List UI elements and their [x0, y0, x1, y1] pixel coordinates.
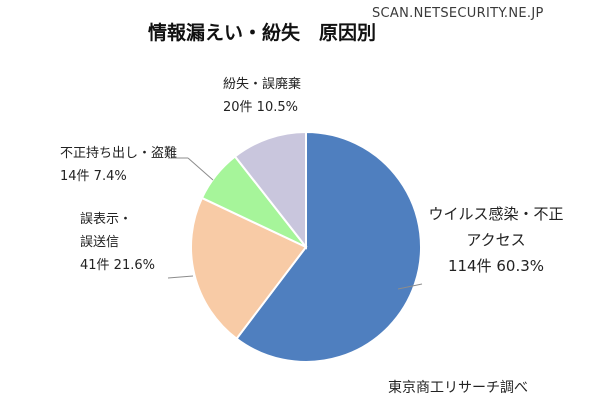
chart-title: 情報漏えい・紛失 原因別 [148, 22, 377, 44]
source-note: 東京商工リサーチ調べ [388, 380, 528, 396]
label-loss-count: 20件 10.5% [223, 100, 298, 115]
leader-line-misdelivery [167, 275, 194, 279]
label-misdelivery-count: 41件 21.6% [80, 258, 155, 273]
slice-loss-disposal [233, 130, 307, 250]
leader-line-virus [397, 283, 423, 290]
label-virus: ウイルス感染・不正 アクセス 114件 60.3% [426, 201, 566, 279]
label-misdelivery-name-2: 誤送信 [80, 235, 120, 250]
label-theft: 不正持ち出し・盗難 14件 7.4% [60, 142, 177, 188]
slice-virus-unauthorized-access [235, 130, 422, 363]
label-virus-count: 114件 60.3% [447, 257, 545, 275]
leader-line-theft-2 [187, 157, 214, 181]
label-virus-name-1: ウイルス感染・不正 [428, 205, 564, 223]
label-loss: 紛失・誤廃棄 20件 10.5% [223, 73, 301, 119]
watermark-text: SCAN.NETSECURITY.NE.JP [372, 6, 544, 21]
label-theft-count: 14件 7.4% [60, 169, 127, 184]
label-theft-name: 不正持ち出し・盗難 [60, 146, 178, 161]
slice-misdisplay-misdelivery [190, 196, 308, 341]
label-loss-name: 紛失・誤廃棄 [223, 77, 302, 92]
label-misdelivery-name-1: 誤表示・ [80, 212, 133, 227]
label-virus-name-2: アクセス [466, 231, 526, 249]
label-misdelivery: 誤表示・ 誤送信 41件 21.6% [80, 208, 155, 277]
